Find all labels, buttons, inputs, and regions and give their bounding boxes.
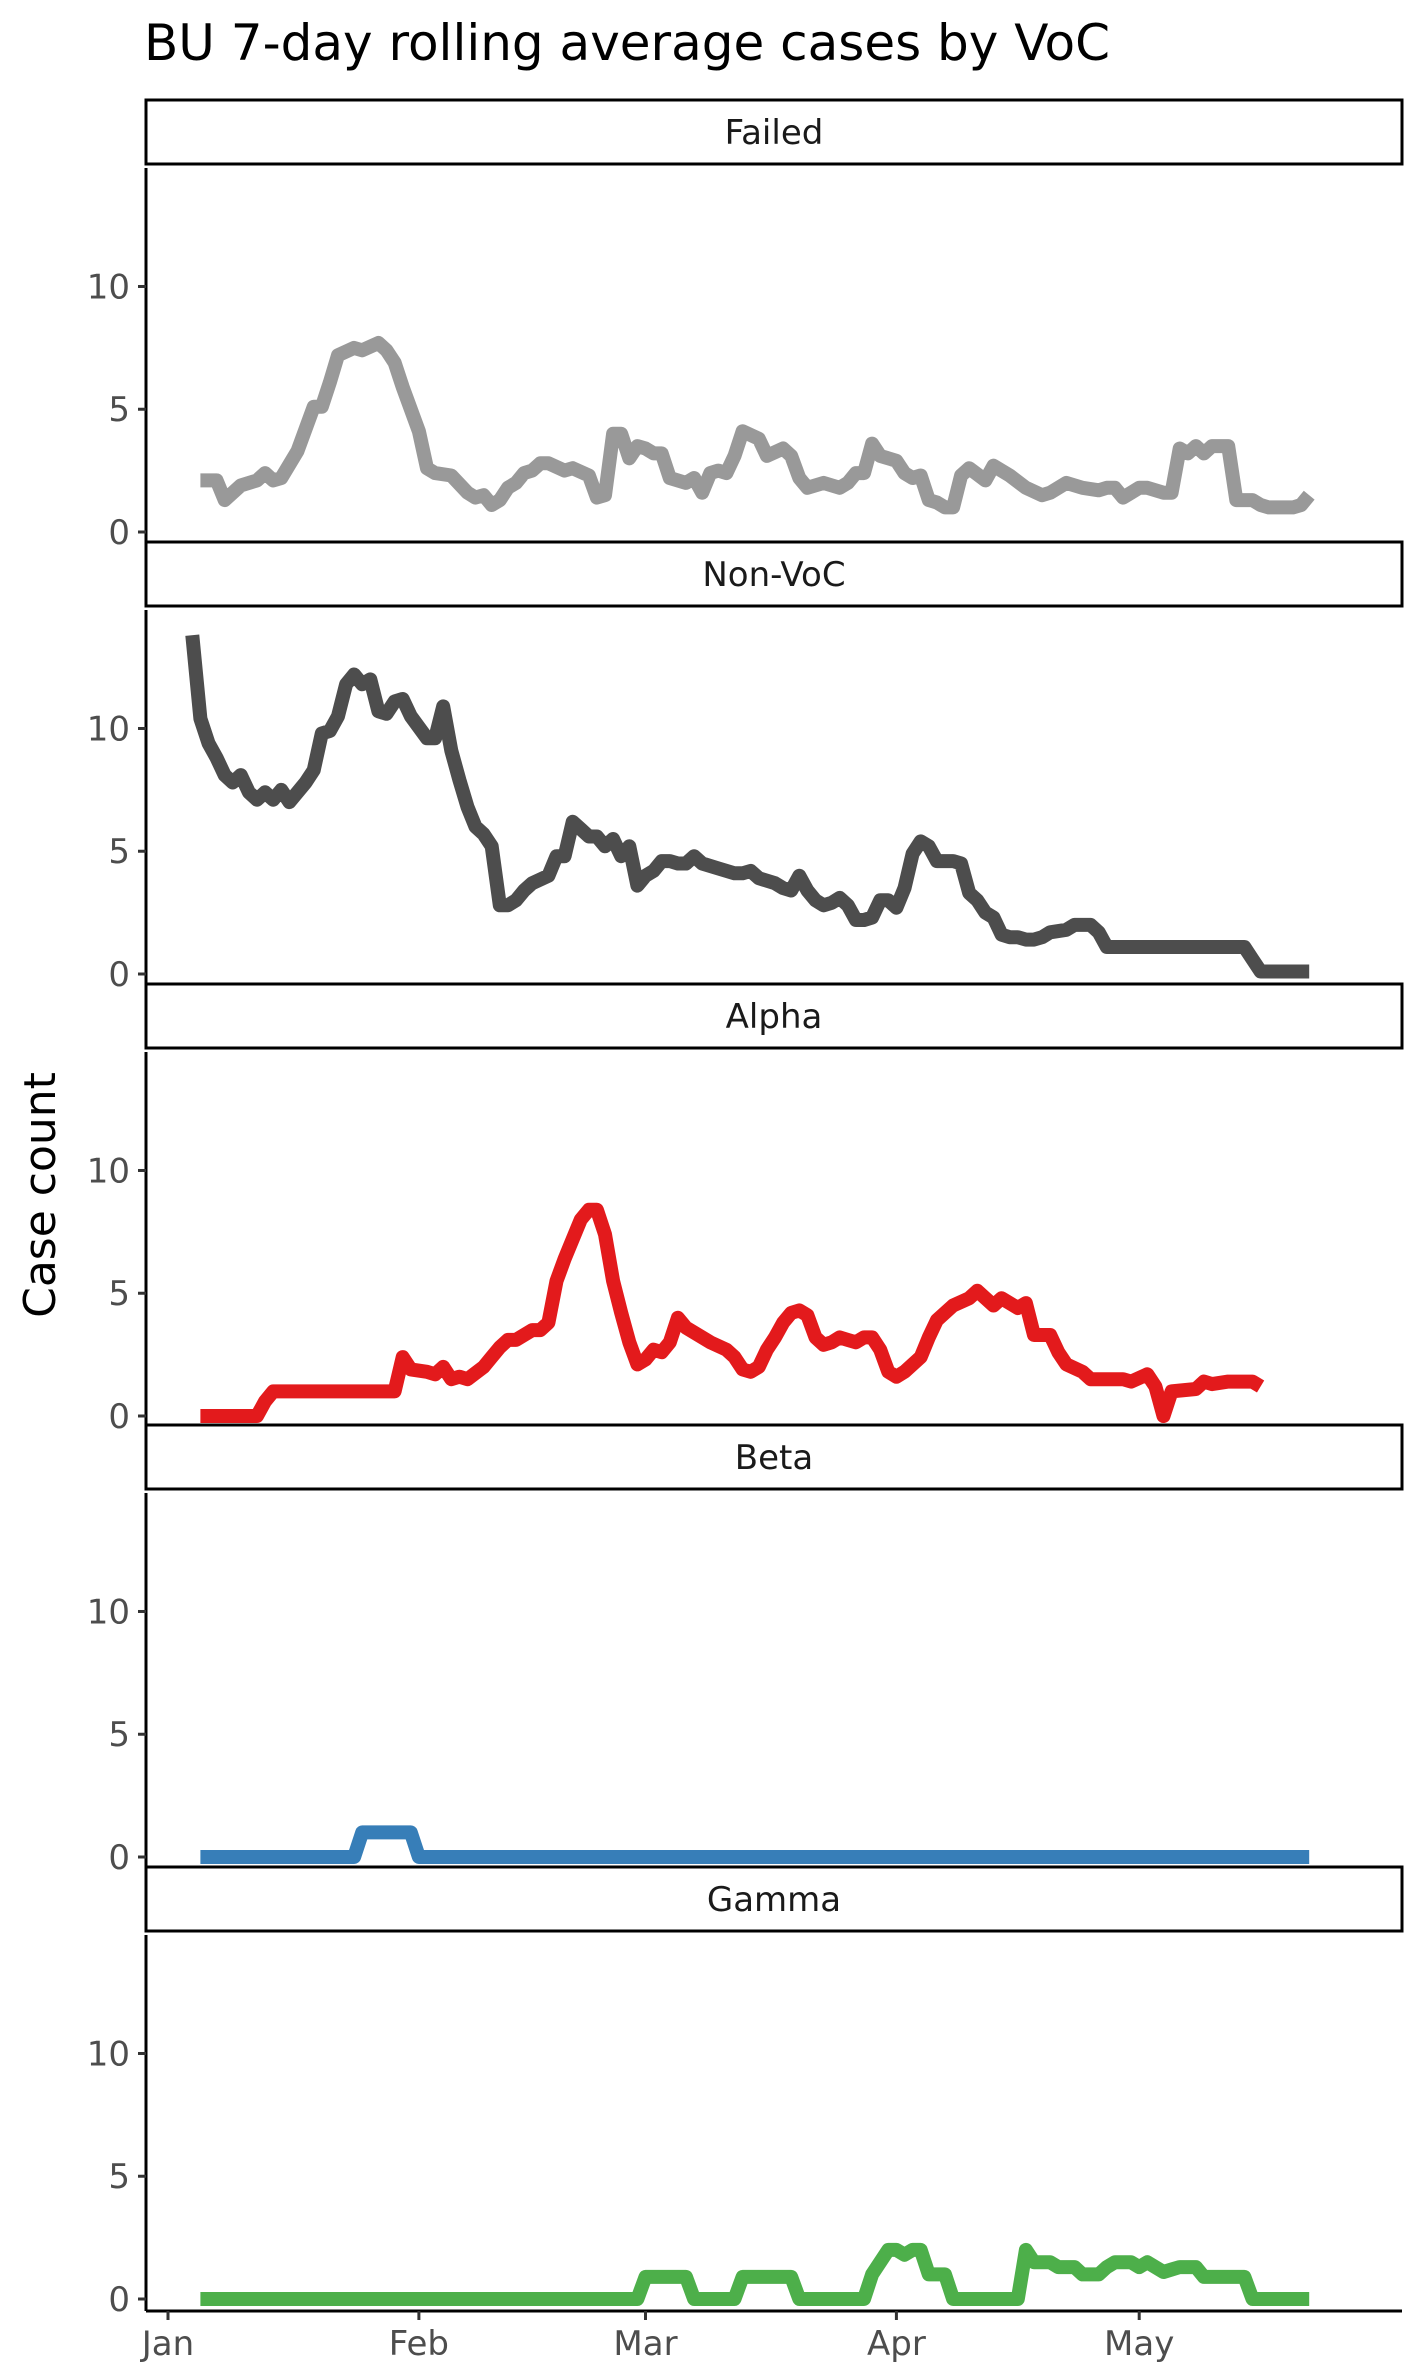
y-tick-label: 5 (108, 832, 130, 872)
facet-strip-label: Non-VoC (702, 555, 845, 595)
series-line-alpha (200, 1202, 1265, 1423)
facet-strip (144, 540, 1404, 608)
facet-strip-label: Failed (725, 113, 824, 153)
facet-strip-label: Alpha (726, 997, 823, 1037)
series-line-non-voc (185, 634, 1310, 979)
facet-strip-label: Beta (735, 1438, 813, 1478)
series-line-failed (200, 336, 1315, 515)
y-tick-label: 5 (108, 1274, 130, 1314)
facet-panel-alpha: Alpha 0 5 10 (87, 982, 1404, 1437)
facet-panels: Failed0510Non-VoC0510Alpha0510Beta0510Ga… (87, 98, 1404, 2320)
y-tick-label: 0 (108, 1397, 130, 1437)
y-tick-label: 0 (108, 1838, 130, 1878)
facet-strip (144, 1423, 1404, 1491)
facet-panel-beta: Beta 0 5 10 (87, 1423, 1404, 1878)
y-tick-label: 0 (108, 513, 130, 553)
x-tick-label: Feb (389, 2324, 449, 2362)
facet-panel-failed: Failed 0 5 10 (87, 98, 1404, 553)
series-line-gamma (200, 2242, 1310, 2306)
y-axis-title: Case count (15, 1072, 66, 1318)
y-tick-label: 0 (108, 2280, 130, 2320)
y-tick-label: 5 (108, 1715, 130, 1755)
y-tick-label: 10 (87, 1151, 130, 1191)
x-tick-label: May (1104, 2324, 1174, 2362)
y-tick-label: 10 (87, 1592, 130, 1632)
x-tick-label: Jan (140, 2324, 194, 2362)
y-tick-label: 10 (87, 267, 130, 307)
facet-strip (144, 98, 1404, 166)
y-tick-label: 0 (108, 955, 130, 995)
facet-strip-label: Gamma (707, 1880, 841, 1920)
chart-title: BU 7-day rolling average cases by VoC (144, 14, 1110, 72)
y-tick-label: 5 (108, 2157, 130, 2197)
facet-strip (144, 1865, 1404, 1933)
facet-panel-gamma: Gamma 0 5 10 (87, 1865, 1404, 2320)
y-tick-label: 5 (108, 390, 130, 430)
facet-panel-non-voc: Non-VoC 0 5 10 (87, 540, 1404, 995)
x-axis: Jan Feb Mar Apr May (140, 2309, 1402, 2364)
series-line-beta (200, 1825, 1310, 1864)
y-tick-label: 10 (87, 2034, 130, 2074)
y-tick-label: 10 (87, 709, 130, 749)
x-tick-label: Apr (867, 2324, 926, 2362)
x-tick-label: Mar (613, 2324, 677, 2362)
facet-strip (144, 982, 1404, 1050)
